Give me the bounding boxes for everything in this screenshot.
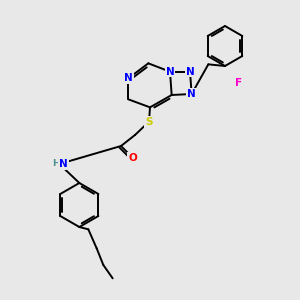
Text: N: N [166,67,174,77]
Text: O: O [128,153,137,163]
Text: H: H [52,160,60,169]
Text: N: N [59,159,68,169]
Text: N: N [124,73,133,83]
Text: F: F [235,78,242,88]
Text: N: N [186,67,194,77]
Text: S: S [145,117,153,127]
Text: N: N [187,89,196,99]
